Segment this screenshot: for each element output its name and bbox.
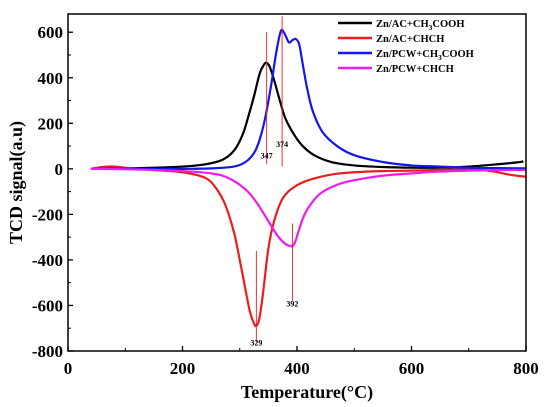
legend-entry-label: Zn/PCW+CHCH [376, 64, 454, 75]
y-tick-label: 200 [38, 114, 64, 133]
x-axis-label: Temperature(°C) [241, 382, 373, 403]
x-tick-label: 200 [170, 359, 196, 378]
y-tick-label: 400 [38, 69, 64, 88]
peak-label: 374 [276, 140, 288, 149]
legend-entry-tail: COOH [442, 49, 474, 60]
legend-entry-subscript: 3 [429, 23, 433, 32]
series-line-1 [90, 61, 525, 170]
x-tick-label: 600 [399, 359, 425, 378]
legend-entry-tail: COOH [432, 19, 464, 30]
y-axis-label: TCD signal(a.u) [6, 121, 27, 244]
legend-entry: Zn/AC+CHCH [376, 34, 444, 45]
legend-entry-label: Zn/PCW+CH [376, 49, 438, 60]
legend-entry: Zn/AC+CH3COOH [376, 19, 465, 32]
legend-entry: Zn/PCW+CHCH [376, 64, 454, 75]
series-layer [90, 28, 527, 328]
peak-label: 329 [250, 338, 262, 347]
y-tick-label: 600 [38, 23, 64, 42]
y-tick-label: -400 [32, 251, 63, 270]
legend-entry: Zn/PCW+CH3COOH [376, 49, 474, 62]
y-tick-label: -600 [32, 296, 63, 315]
series-line-3 [90, 28, 527, 170]
legend: Zn/AC+CH3COOHZn/AC+CHCHZn/PCW+CH3COOHZn/… [338, 19, 474, 75]
x-tick-label: 400 [284, 359, 310, 378]
legend-entry-label: Zn/AC+CHCH [376, 34, 444, 45]
y-tick-label: 0 [55, 160, 64, 179]
peak-label: 392 [286, 300, 298, 309]
y-tick-label: -200 [32, 205, 63, 224]
series-line-2 [90, 165, 527, 328]
peak-label: 347 [261, 152, 273, 161]
y-tick-label: -800 [32, 342, 63, 361]
x-tick-label: 800 [513, 359, 539, 378]
x-tick-label: 0 [64, 359, 73, 378]
legend-entry-label: Zn/AC+CH [376, 19, 429, 30]
legend-entry-subscript: 3 [438, 53, 442, 62]
tick-layer: 0 200 400 600 800 -800 -600 -400 -200 0 200 400 600 [32, 23, 539, 378]
